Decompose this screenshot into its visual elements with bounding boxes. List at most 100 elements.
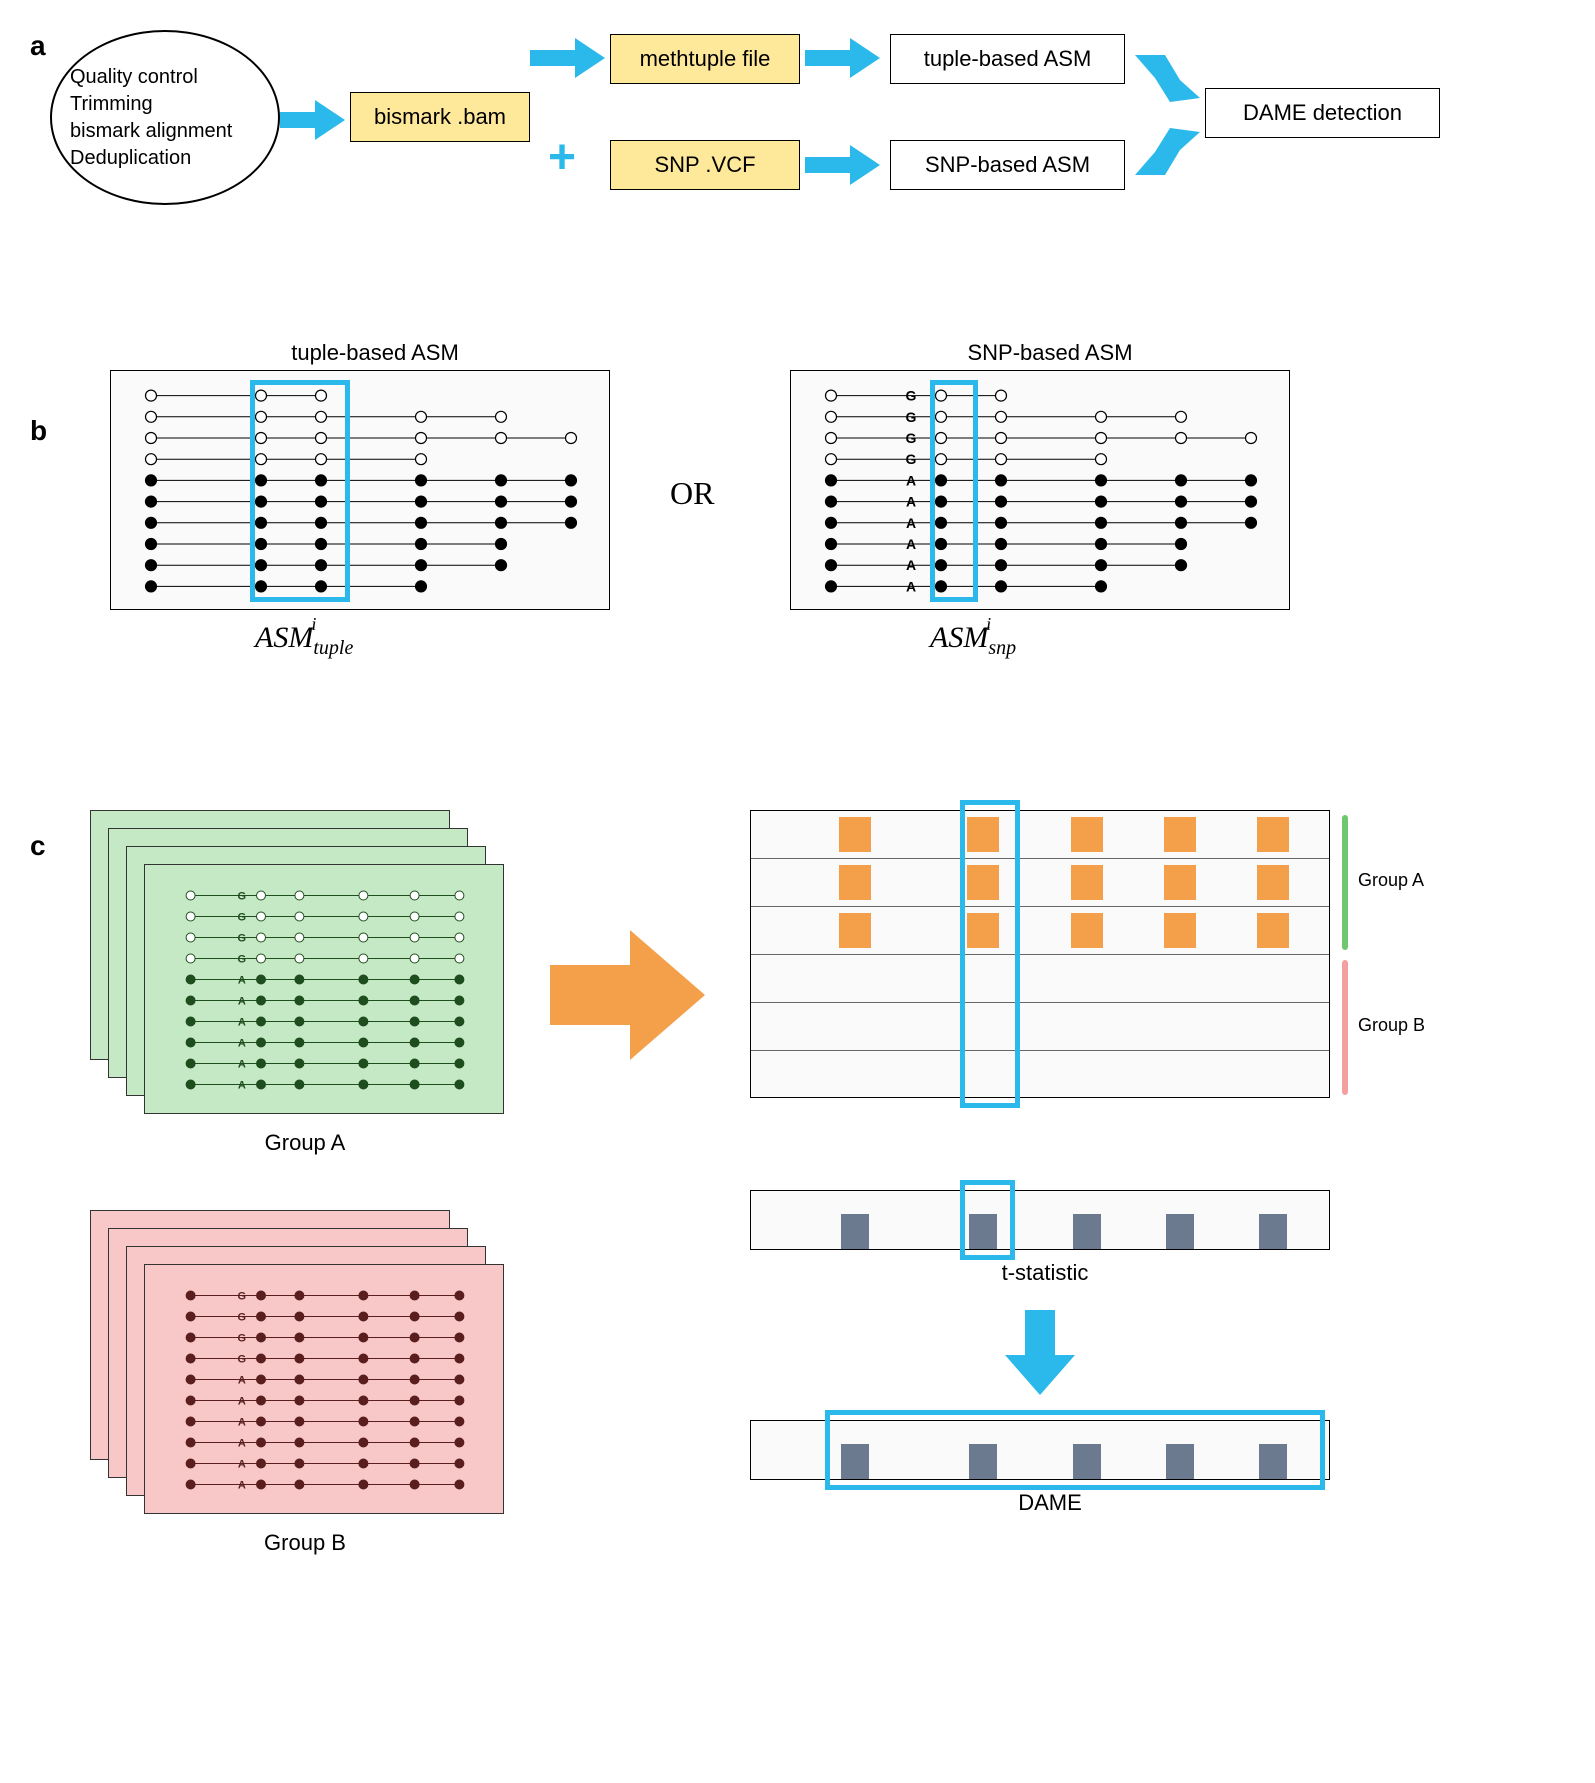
grey-bar xyxy=(1073,1444,1101,1479)
tstat-label: t-statistic xyxy=(970,1260,1120,1286)
svg-text:G: G xyxy=(238,933,247,945)
orange-bar xyxy=(967,817,999,852)
arrow-icon xyxy=(530,38,610,78)
svg-text:G: G xyxy=(906,451,917,467)
snp-formula: ASMsnpi xyxy=(930,620,1021,660)
svg-text:G: G xyxy=(238,912,247,924)
card: GGGGAAAAAA xyxy=(144,1264,504,1514)
formula-base: ASM xyxy=(255,621,313,654)
svg-text:G: G xyxy=(238,1291,247,1303)
svg-text:G: G xyxy=(906,430,917,446)
tuple-asm-title: tuple-based ASM xyxy=(225,340,525,366)
formula-sub: tuple xyxy=(313,637,353,659)
svg-text:A: A xyxy=(238,1480,246,1492)
svg-text:A: A xyxy=(906,472,916,488)
svg-text:G: G xyxy=(238,1312,247,1324)
circle-line: Deduplication xyxy=(70,145,191,172)
svg-text:A: A xyxy=(238,1396,246,1408)
plus-icon: + xyxy=(548,130,576,185)
group-b-bracket xyxy=(1342,960,1348,1095)
bismark-bam-node: bismark .bam xyxy=(350,92,530,142)
big-arrow-icon xyxy=(550,930,710,1060)
orange-bar xyxy=(839,865,871,900)
dame-label: DAME xyxy=(990,1490,1110,1516)
node-label: DAME detection xyxy=(1243,100,1402,126)
svg-text:A: A xyxy=(906,536,916,552)
down-arrow-icon xyxy=(1005,1310,1075,1400)
svg-text:A: A xyxy=(906,494,916,510)
grey-bar xyxy=(841,1444,869,1479)
snp-asm-box: GGGGAAAAAA xyxy=(790,370,1290,610)
panel-b: tuple-based ASM ASMtuplei OR SNP-based A… xyxy=(30,340,1565,720)
orange-bar xyxy=(1257,817,1289,852)
svg-text:A: A xyxy=(238,1438,246,1450)
side-label-a: Group A xyxy=(1358,870,1424,891)
svg-text:A: A xyxy=(238,1375,246,1387)
orange-bar xyxy=(1257,865,1289,900)
grid-row xyxy=(751,859,1329,907)
grey-bar xyxy=(1166,1214,1194,1249)
reads-diagram xyxy=(111,371,611,611)
svg-text:A: A xyxy=(238,996,246,1008)
grid-row xyxy=(751,811,1329,859)
svg-text:A: A xyxy=(906,578,916,594)
tuple-asm-node: tuple-based ASM xyxy=(890,34,1125,84)
formula-base: ASM xyxy=(930,621,988,654)
svg-text:A: A xyxy=(238,1080,246,1092)
svg-text:A: A xyxy=(906,557,916,573)
reads-diagram: GGGGAAAAAA xyxy=(145,1265,505,1515)
orange-bar xyxy=(1164,865,1196,900)
svg-text:G: G xyxy=(238,954,247,966)
svg-text:A: A xyxy=(238,1059,246,1071)
orange-bar xyxy=(1257,913,1289,948)
svg-text:G: G xyxy=(906,388,917,404)
or-text: OR xyxy=(670,475,714,512)
snp-vcf-node: SNP .VCF xyxy=(610,140,800,190)
dame-box xyxy=(750,1420,1330,1480)
grey-bar xyxy=(1259,1214,1287,1249)
node-label: SNP .VCF xyxy=(654,152,755,178)
node-label: tuple-based ASM xyxy=(924,46,1092,72)
preprocess-circle: Quality control Trimming bismark alignme… xyxy=(50,30,280,205)
orange-bar xyxy=(839,913,871,948)
svg-text:A: A xyxy=(238,1017,246,1029)
orange-bar xyxy=(1071,865,1103,900)
reads-diagram: GGGGAAAAAA xyxy=(791,371,1291,611)
formula-sup: i xyxy=(311,614,316,634)
arrow-icon xyxy=(805,38,885,78)
snp-asm-title: SNP-based ASM xyxy=(900,340,1200,366)
grey-bar xyxy=(1259,1444,1287,1479)
grid-box xyxy=(750,810,1330,1098)
svg-text:G: G xyxy=(238,1354,247,1366)
formula-sub: snp xyxy=(988,637,1016,659)
node-label: SNP-based ASM xyxy=(925,152,1090,178)
group-a-bracket xyxy=(1342,815,1348,950)
svg-text:A: A xyxy=(238,1038,246,1050)
panel-a: Quality control Trimming bismark alignme… xyxy=(30,30,1565,250)
group-a-label: Group A xyxy=(230,1130,380,1156)
orange-bar xyxy=(1071,817,1103,852)
figure: a Quality control Trimming bismark align… xyxy=(30,30,1565,1700)
circle-line: Quality control xyxy=(70,64,198,91)
panel-c: GGGGAAAAAA Group A GGGGAAAAAA Group B xyxy=(30,810,1565,1760)
svg-text:G: G xyxy=(238,1333,247,1345)
grey-bar xyxy=(841,1214,869,1249)
methtuple-node: methtuple file xyxy=(610,34,800,84)
orange-bar xyxy=(1164,913,1196,948)
arrow-icon xyxy=(805,145,885,185)
node-label: bismark .bam xyxy=(374,104,506,130)
tstat-box xyxy=(750,1190,1330,1250)
svg-text:G: G xyxy=(238,891,247,903)
grid-row xyxy=(751,955,1329,1003)
grid-row xyxy=(751,907,1329,955)
arrow-icon xyxy=(280,100,350,140)
svg-text:A: A xyxy=(238,1417,246,1429)
svg-text:G: G xyxy=(906,409,917,425)
orange-bar xyxy=(1164,817,1196,852)
grid-row xyxy=(751,1051,1329,1099)
orange-bar xyxy=(1071,913,1103,948)
orange-bar xyxy=(967,913,999,948)
dame-node: DAME detection xyxy=(1205,88,1440,138)
formula-sup: i xyxy=(986,614,991,634)
svg-text:A: A xyxy=(238,1459,246,1471)
